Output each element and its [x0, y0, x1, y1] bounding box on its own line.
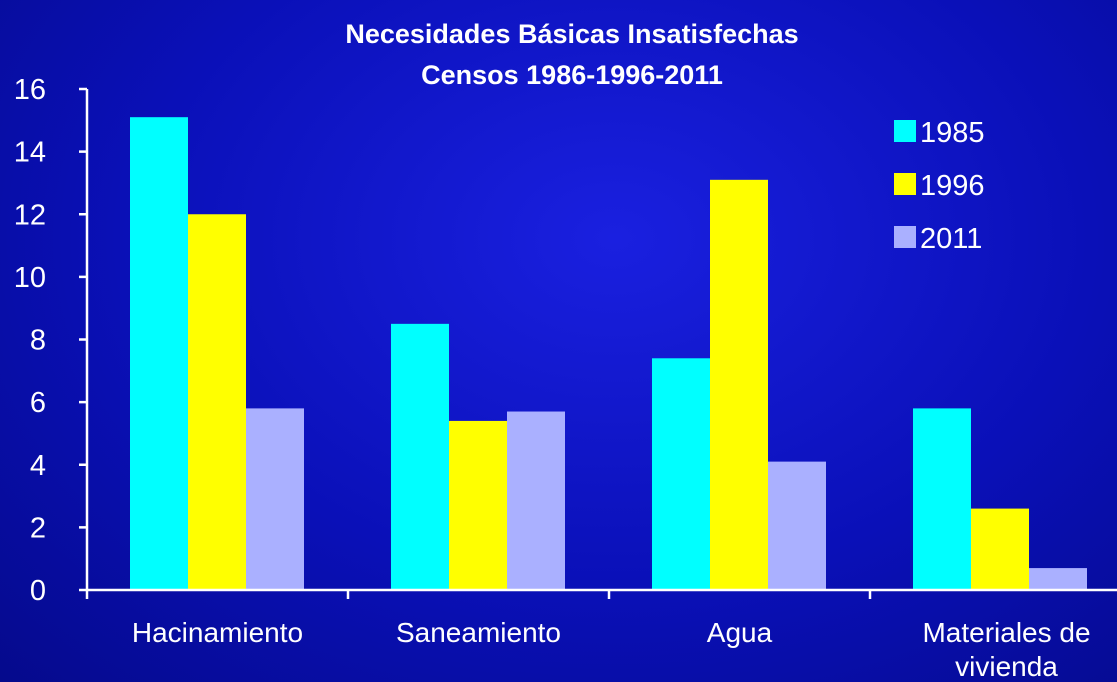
- bar-2011-1: [507, 411, 565, 590]
- legend-swatch-1996: [894, 173, 916, 195]
- x-axis-ticks: [85, 590, 872, 599]
- bar-2011-2: [768, 461, 826, 590]
- category-label: Materiales de: [922, 617, 1090, 648]
- y-tick-label: 8: [30, 325, 46, 357]
- y-tick-label: 12: [14, 199, 46, 231]
- bar-1996-1: [449, 420, 507, 590]
- bar-2011-0: [246, 408, 304, 590]
- y-tick-label: 4: [30, 450, 46, 482]
- legend-label: 1985: [920, 117, 985, 149]
- y-tick-label: 6: [30, 387, 46, 419]
- category-label: vivienda: [955, 651, 1058, 682]
- bar-1985-0: [130, 117, 188, 591]
- legend-swatch-1985: [894, 120, 916, 142]
- y-tick-label: 16: [14, 74, 46, 106]
- bar-1996-3: [971, 508, 1029, 590]
- y-tick-label: 2: [30, 512, 46, 544]
- bar-1996-0: [188, 214, 246, 590]
- legend: 1985 1996 2011: [894, 117, 985, 255]
- category-label: Saneamiento: [396, 617, 561, 648]
- y-tick-label: 14: [14, 137, 46, 169]
- chart-title: Necesidades Básicas Insatisfechas: [345, 19, 798, 49]
- bar-1985-2: [652, 358, 710, 590]
- category-labels: Hacinamiento Saneamiento Agua Materiales de…: [132, 617, 1091, 682]
- bar-1996-2: [710, 179, 768, 590]
- y-axis-ticks: 0 2 4 6 8 10 12 14 16: [14, 74, 87, 607]
- bar-2011-3: [1029, 568, 1087, 590]
- legend-label: 2011: [920, 223, 982, 255]
- category-label: Agua: [707, 617, 773, 648]
- legend-swatch-2011: [894, 226, 916, 248]
- legend-label: 1996: [920, 170, 985, 202]
- y-tick-label: 10: [14, 262, 46, 294]
- bars-group: [130, 117, 1087, 591]
- category-label: Hacinamiento: [132, 617, 303, 648]
- chart-subtitle: Censos 1986-1996-2011: [421, 60, 723, 90]
- y-tick-label: 0: [30, 575, 46, 607]
- bar-1985-3: [913, 408, 971, 590]
- bar-1985-1: [391, 323, 449, 590]
